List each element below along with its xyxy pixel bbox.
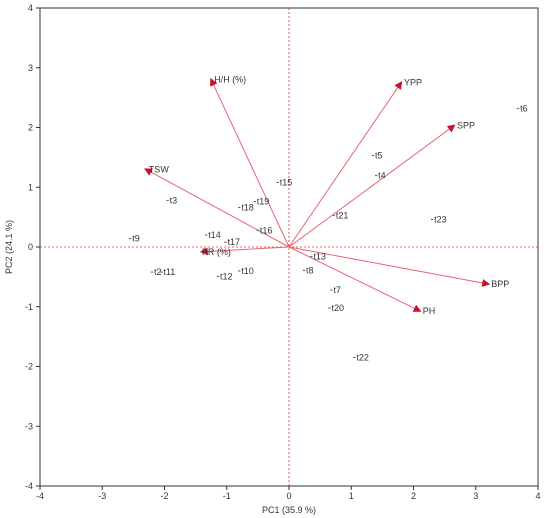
y-tick-label: -4	[25, 481, 33, 491]
loading-vector	[199, 246, 290, 256]
y-tick-label: -1	[25, 302, 33, 312]
observation-label: t14	[208, 230, 221, 240]
observation-label: t3	[170, 195, 178, 205]
observation-label: t11	[163, 267, 175, 277]
x-tick-label: 3	[473, 491, 478, 501]
y-tick-label: 0	[28, 242, 33, 252]
vector-label: YPP	[404, 78, 422, 88]
vector-label: PH	[423, 306, 436, 316]
observation-label: t18	[241, 203, 254, 213]
loading-vector	[288, 124, 456, 248]
loading-vectors: H/H (%) YPP SPP TSW PR (%) BPP PH	[144, 75, 509, 316]
vector-label: TSW	[149, 164, 170, 174]
y-tick-label: -3	[25, 421, 33, 431]
x-tick-label: 4	[535, 491, 540, 501]
loading-vector	[210, 77, 290, 248]
observation-label: t4	[378, 170, 386, 180]
observation-label: t9	[132, 234, 140, 244]
observation-label: t13	[313, 252, 326, 262]
y-tick-label: 2	[28, 123, 33, 133]
observation-label: t21	[336, 210, 349, 220]
x-tick-label: -2	[160, 491, 168, 501]
observation-label: t16	[260, 225, 273, 235]
observation-label: t5	[375, 151, 383, 161]
observation-label: t7	[333, 285, 341, 295]
x-axis-label: PC1 (35.9 %)	[262, 505, 316, 515]
x-tick-label: 2	[411, 491, 416, 501]
vector-label: SPP	[457, 121, 475, 131]
observation-label: t2	[154, 267, 162, 277]
observation-label: t6	[520, 103, 528, 113]
observation-label: t19	[257, 197, 270, 207]
observation-label: t22	[356, 353, 369, 363]
loading-vector	[288, 246, 491, 287]
x-tick-label: -3	[98, 491, 106, 501]
vector-label: BPP	[491, 279, 509, 289]
y-tick-label: -2	[25, 362, 33, 372]
x-tick-label: 0	[286, 491, 291, 501]
x-tick-label: 1	[349, 491, 354, 501]
y-tick-label: 1	[28, 182, 33, 192]
observation-label: t8	[306, 265, 314, 275]
loading-vector	[144, 168, 290, 248]
loading-vector	[288, 246, 422, 312]
observation-label: t23	[434, 215, 447, 225]
x-tick-label: -4	[36, 491, 44, 501]
y-axis-label: PC2 (24.1 %)	[4, 220, 14, 274]
vector-label: PR (%)	[202, 247, 231, 257]
observation-label: t10	[241, 266, 254, 276]
y-axis-ticks: -4 -3 -2 -1 0 1 2 3 4	[25, 3, 40, 491]
y-tick-label: 3	[28, 63, 33, 73]
observation-label: t15	[280, 177, 293, 187]
x-axis-ticks: -4 -3 -2 -1 0 1 2 3 4	[36, 486, 541, 501]
observation-label: t12	[220, 271, 233, 281]
x-tick-label: -1	[223, 491, 231, 501]
observation-label: t20	[331, 303, 344, 313]
vector-label: H/H (%)	[214, 75, 246, 85]
loading-vector	[288, 81, 403, 248]
y-tick-label: 4	[28, 3, 33, 13]
observation-label: t17	[228, 237, 241, 247]
